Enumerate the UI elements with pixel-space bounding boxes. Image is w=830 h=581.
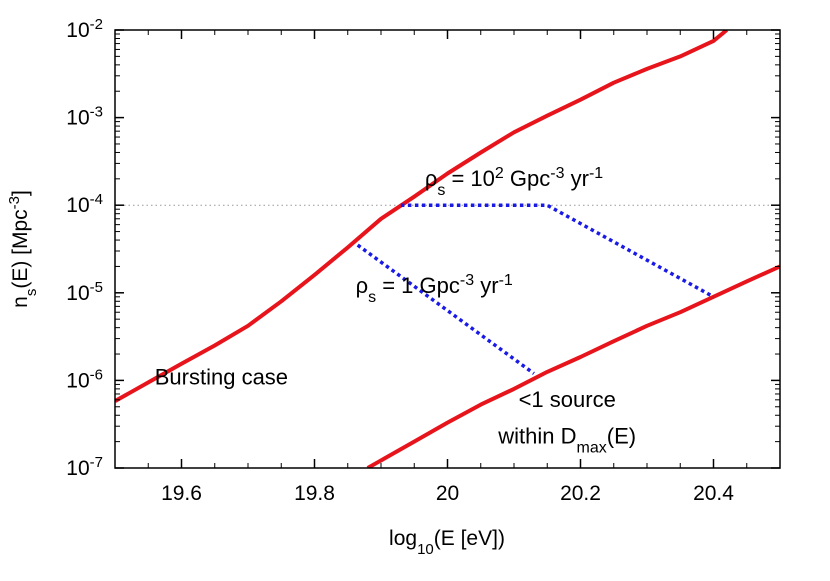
annotation-rho-high: ρs = 102 Gpc-3 yr-1 xyxy=(425,165,603,199)
plot-frame xyxy=(114,29,781,469)
x-tick-label: 19.8 xyxy=(294,482,335,505)
y-axis-title: ns(E) [Mpc-3] xyxy=(6,190,40,308)
annotation-rho-low: ρs = 1 Gpc-3 yr-1 xyxy=(356,271,513,305)
series-line-4 xyxy=(356,243,535,375)
x-axis-title: log10(E [eV]) xyxy=(389,527,505,558)
series-layer xyxy=(115,30,780,468)
y-tick-label: 10-3 xyxy=(66,103,103,130)
annotations: ρs = 102 Gpc-3 yr-1 ρs = 1 Gpc-3 yr-1 Burs… xyxy=(155,165,636,456)
x-ticks: 19.6 19.8 20 20.2 20.4 xyxy=(114,30,781,505)
x-tick-label: 20.2 xyxy=(560,482,601,505)
y-tick-label: 10-2 xyxy=(66,16,103,43)
series-line-1 xyxy=(115,30,729,403)
y-tick-label: 10-5 xyxy=(66,278,103,305)
x-tick-label: 20.4 xyxy=(693,482,734,505)
y-tick-label: 10-7 xyxy=(66,454,103,481)
x-tick-label: 20 xyxy=(436,482,459,505)
y-ticks: 10-7 10-6 10-5 10-4 10-3 10-2 xyxy=(66,16,780,481)
x-tick-label: 19.6 xyxy=(161,482,202,505)
y-tick-label: 10-4 xyxy=(66,191,103,218)
annotation-less-than-one: <1 source xyxy=(519,387,616,412)
annotation-within-dmax: within Dmax(E) xyxy=(497,424,636,457)
annotation-bursting: Bursting case xyxy=(155,364,288,389)
y-tick-label: 10-6 xyxy=(66,366,103,393)
